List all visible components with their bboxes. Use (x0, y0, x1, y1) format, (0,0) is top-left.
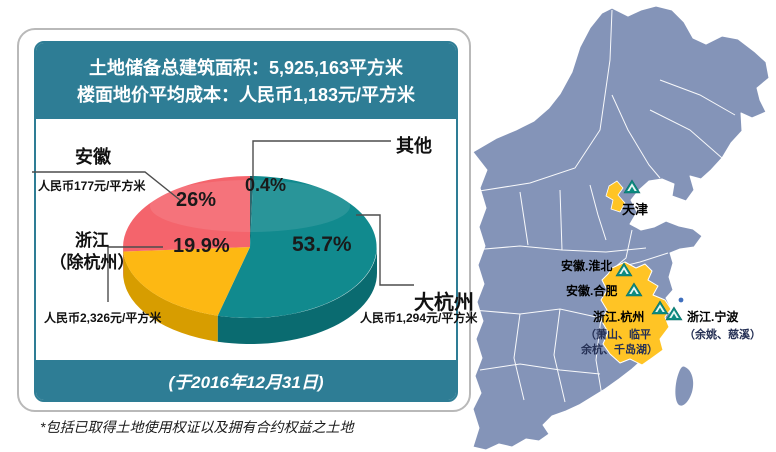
map-sublabel-hangzhou-1: （萧山、临平 (585, 329, 651, 341)
pct-label-dahangzhou: 53.7% (292, 233, 352, 256)
map-label-tianjin: 天津 (622, 202, 649, 217)
panel-header-band: 土地储备总建筑面积：5,925,163平方米 楼面地价平均成本：人民币1,183… (36, 43, 456, 119)
highlight-anhui-zhejiang (600, 261, 672, 366)
callout-label-dahangzhou: 大杭州 (414, 292, 474, 314)
map-label-anhui-huaibei: 安徽.淮北 (561, 259, 613, 273)
callout-label-zhejiang-line1: 浙江 (75, 231, 109, 250)
pct-label-other: 0.4% (245, 175, 287, 195)
avg-floor-price-text: 楼面地价平均成本：人民币1,183元/平方米 (76, 84, 416, 105)
map-label-anhui-hefei: 安徽.合肥 (566, 284, 618, 298)
price-label-dahangzhou: 人民币1,294元/平方米 (360, 311, 478, 325)
pct-label-anhui: 26% (176, 189, 217, 211)
highlight-tianjin (605, 180, 626, 213)
callout-label-zhejiang: 浙江 （除杭州） (42, 230, 142, 274)
callout-label-zhejiang-line2: （除杭州） (49, 253, 135, 272)
price-label-anhui: 人民币177元/平方米 (38, 179, 146, 193)
callout-label-anhui: 安徽 (75, 147, 111, 167)
as-of-date-text: (于2016年12月31日) (168, 372, 324, 392)
map-label-zhejiang-ningbo: 浙江.宁波 (687, 310, 739, 324)
shanghai-dot (678, 297, 684, 303)
china-map-landmass (472, 5, 770, 451)
price-label-zhejiang: 人民币2,326元/平方米 (44, 311, 162, 325)
panel-footer-band: (于2016年12月31日) (36, 360, 456, 400)
land-bank-panel: 土地储备总建筑面积：5,925,163平方米 楼面地价平均成本：人民币1,183… (34, 41, 458, 402)
map-sublabel-hangzhou-2: 余杭、千岛湖） (581, 344, 658, 356)
footnote-text: *包括已取得土地使用权证以及拥有合约权益之土地 (40, 419, 354, 435)
pct-label-zhejiang: 19.9% (173, 235, 230, 257)
callout-label-other: 其他 (396, 136, 432, 156)
map-sublabel-ningbo: （余姚、慈溪） (684, 329, 761, 341)
taiwan-island (675, 366, 694, 406)
province-borders (472, 9, 736, 421)
total-gfa-text: 土地储备总建筑面积：5,925,163平方米 (88, 57, 404, 78)
map-label-zhejiang-hangzhou: 浙江.杭州 (593, 310, 645, 324)
